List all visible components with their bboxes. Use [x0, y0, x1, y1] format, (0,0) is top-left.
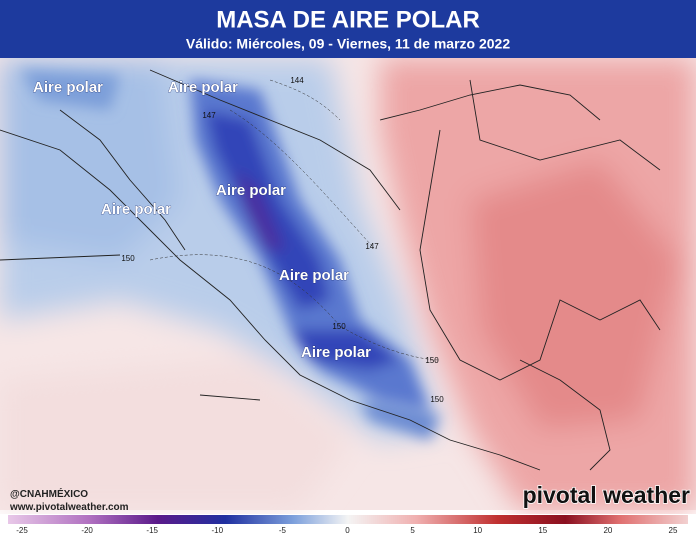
contour-label: 147 [202, 111, 216, 120]
credit-account: @CNAHMÉXICO [10, 487, 88, 500]
colorbar-tick-label: -5 [279, 526, 287, 535]
air-mass-label: Aire polar [168, 79, 238, 96]
air-mass-label: Aire polar [33, 79, 103, 96]
colorbar-tick-label: -20 [81, 526, 93, 535]
air-mass-label: Aire polar [216, 182, 286, 199]
title: MASA DE AIRE POLAR [216, 6, 480, 33]
colorbar [8, 515, 688, 524]
contour-label: 147 [365, 242, 379, 251]
coastlines [0, 69, 661, 471]
colorbar-tick-label: 10 [473, 526, 482, 535]
logo: pivotal weather [523, 482, 690, 508]
contours [149, 79, 441, 361]
contour-label: 150 [430, 395, 444, 404]
contour-label: 150 [332, 322, 346, 331]
colorbar-tick-label: 0 [345, 526, 350, 535]
air-mass-label: Aire polar [301, 344, 371, 361]
header-band [0, 0, 696, 58]
subtitle: Válido: Miércoles, 09 - Viernes, 11 de m… [186, 36, 510, 52]
map-labels: Aire polar Aire polar Aire polar Aire polar… [33, 76, 445, 404]
colorbar-tick-label: -10 [212, 526, 224, 535]
colorbar-tick-label: 25 [669, 526, 678, 535]
colorbar-tick-label: 20 [603, 526, 612, 535]
temperature-field [0, 58, 696, 510]
contour-label: 150 [121, 254, 135, 263]
credit-source: www.pivotalweather.com [9, 502, 129, 513]
colorbar-tick-label: 5 [410, 526, 415, 535]
contour-label: 144 [290, 76, 304, 85]
air-mass-label: Aire polar [101, 201, 171, 218]
colorbar-tick-label: -25 [16, 526, 28, 535]
colorbar-tick-label: 15 [538, 526, 547, 535]
air-mass-label: Aire polar [279, 267, 349, 284]
colorbar-ticks: -25 -20 -15 -10 -5 0 5 10 15 20 25 [16, 526, 678, 535]
contour-label: 150 [425, 356, 439, 365]
colorbar-tick-label: -15 [146, 526, 158, 535]
